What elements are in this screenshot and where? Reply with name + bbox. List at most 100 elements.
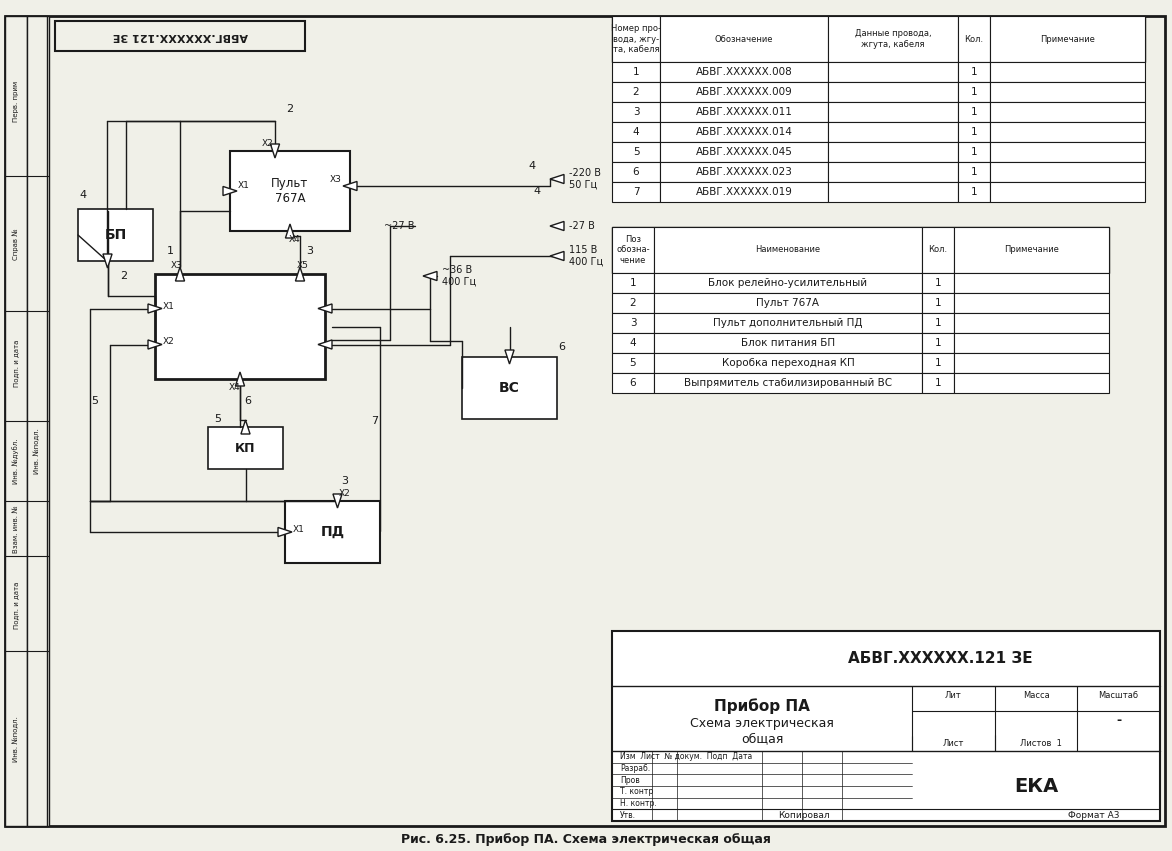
Text: Х3: Х3 [171,261,183,271]
Text: 3: 3 [341,476,348,486]
Polygon shape [423,271,437,281]
Text: 2: 2 [120,271,127,281]
Bar [654,353,922,373]
Text: 5: 5 [633,147,639,157]
Text: Х3: Х3 [331,174,342,184]
Text: Х2: Х2 [339,488,350,498]
Text: Обозначение: Обозначение [715,35,774,43]
Bar [990,82,1145,102]
Bar [55,21,305,51]
Text: 6: 6 [629,378,636,388]
Bar [654,373,922,393]
Bar [922,293,954,313]
Bar [612,273,654,293]
Polygon shape [176,267,184,281]
Bar [827,122,958,142]
Bar [612,162,660,182]
Text: Блок релейно-усилительный: Блок релейно-усилительный [708,278,867,288]
Text: АБВГ.XXXXXX.019: АБВГ.XXXXXX.019 [695,187,792,197]
Text: Масса: Масса [1023,692,1049,700]
Text: Примечание: Примечание [1040,35,1095,43]
Text: Инв. №подл.: Инв. №подл. [34,428,40,474]
Bar [654,227,922,273]
Text: 4: 4 [533,186,540,196]
Text: Лит: Лит [945,692,962,700]
Text: 1: 1 [166,246,173,256]
Text: ЕКА: ЕКА [1014,776,1058,796]
Text: общая: общая [741,732,783,745]
Bar [990,162,1145,182]
Text: 7: 7 [633,187,639,197]
Text: Рис. 6.25. Прибор ПА. Схема электрическая общая: Рис. 6.25. Прибор ПА. Схема электрическа… [401,832,771,846]
Polygon shape [318,340,332,349]
Bar [654,333,922,353]
Text: Х1: Х1 [293,524,305,534]
Bar [990,16,1145,62]
Text: Х2: Х2 [263,139,274,147]
Text: 7: 7 [372,416,379,426]
Bar [612,122,660,142]
Bar [958,82,990,102]
Text: Т. контр: Т. контр [620,787,653,797]
Bar [612,82,660,102]
Text: 2: 2 [629,298,636,308]
Text: ~27 В: ~27 В [384,221,415,231]
Text: 1: 1 [935,378,941,388]
Bar [612,102,660,122]
Polygon shape [148,304,162,313]
Bar [922,373,954,393]
Bar [660,102,827,122]
Text: ~36 В
400 Гц: ~36 В 400 Гц [442,266,476,287]
Text: АБВГ.XXXXXX.011: АБВГ.XXXXXX.011 [695,107,792,117]
Text: 2: 2 [633,87,639,97]
Bar [660,162,827,182]
Bar [660,122,827,142]
Bar [660,182,827,202]
Bar [654,313,922,333]
Bar [827,62,958,82]
Text: 6: 6 [245,396,252,406]
Bar [922,273,954,293]
Polygon shape [550,251,564,260]
Text: Х5: Х5 [297,261,309,271]
Text: 115 В
400 Гц: 115 В 400 Гц [568,245,604,267]
Polygon shape [550,174,564,184]
Text: Х1: Х1 [163,302,175,311]
Text: АБВГ.XXXXXX.009: АБВГ.XXXXXX.009 [696,87,792,97]
Text: Подп. и дата: Подп. и дата [13,581,19,629]
Text: Данные провода,
жгута, кабеля: Данные провода, жгута, кабеля [854,29,932,49]
Bar [5,16,27,826]
Bar [922,333,954,353]
Polygon shape [223,186,237,196]
Text: 1: 1 [935,318,941,328]
Text: Коробка переходная КП: Коробка переходная КП [722,358,854,368]
Text: Блок питания БП: Блок питания БП [741,338,836,348]
Bar [954,333,1109,353]
Bar [660,16,827,62]
Text: -220 В
50 Гц: -220 В 50 Гц [568,168,601,190]
Text: Х2: Х2 [163,337,175,346]
Text: Пульт 767А: Пульт 767А [756,298,819,308]
Bar [612,631,1160,821]
Polygon shape [295,267,305,281]
Polygon shape [278,528,292,536]
Text: Пульт дополнительный ПД: Пульт дополнительный ПД [714,318,863,328]
Bar [207,427,282,469]
Bar [958,62,990,82]
Polygon shape [148,340,162,349]
Text: Пров: Пров [620,775,640,785]
Text: Разраб.: Разраб. [620,764,650,773]
Polygon shape [103,254,113,268]
Text: АБВГ.XXXXXX.045: АБВГ.XXXXXX.045 [695,147,792,157]
Text: Примечание: Примечание [1004,245,1059,254]
Bar [827,162,958,182]
Bar [5,16,49,826]
Bar [954,227,1109,273]
Text: Взам. инв. №: Взам. инв. № [13,505,19,553]
Bar [990,182,1145,202]
Polygon shape [333,494,342,508]
Bar [827,182,958,202]
Text: Лист: Лист [942,739,965,747]
Text: 4: 4 [529,161,536,171]
Bar [990,62,1145,82]
